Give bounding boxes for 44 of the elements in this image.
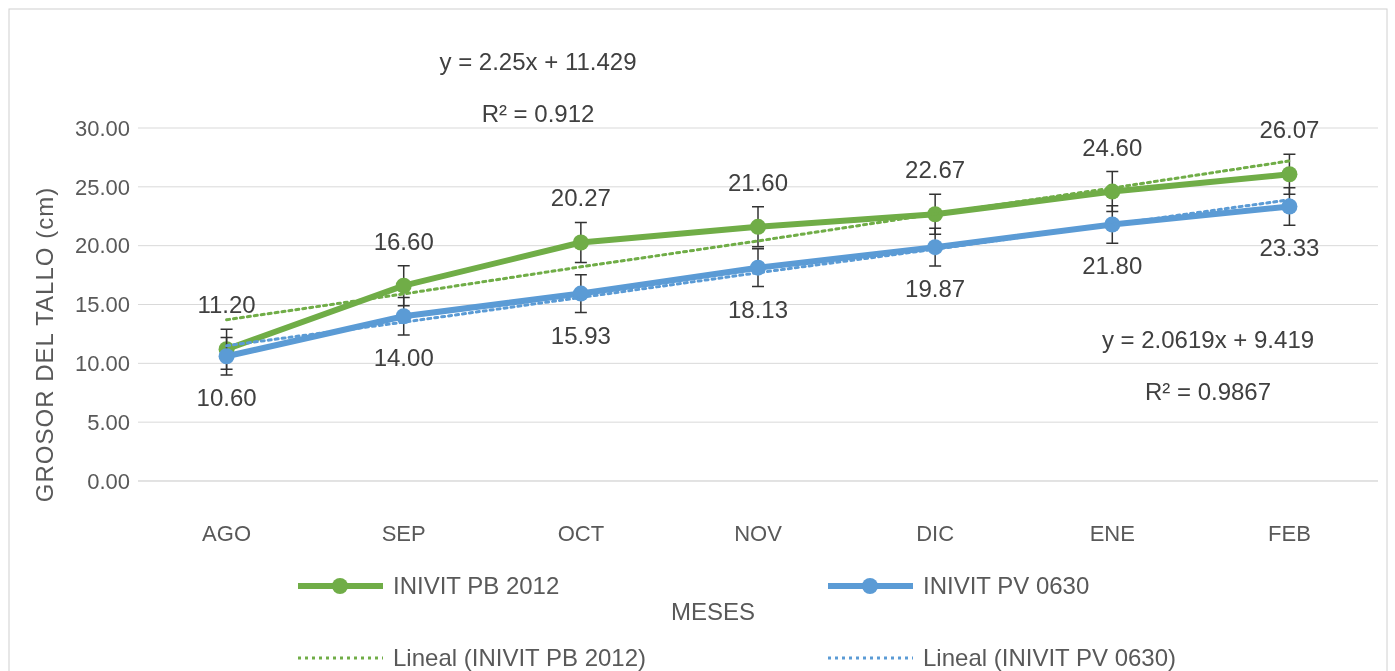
text: y = 2.25x + 11.429 — [439, 48, 637, 75]
annotation: y = 2.0619x + 9.419 — [1101, 326, 1315, 353]
data-label: 14.00 — [373, 344, 434, 372]
y-tick-label: 30.00 — [74, 115, 130, 141]
legend-label: INIVIT PV 0630 — [923, 572, 1090, 600]
x-tick-label: AGO — [202, 521, 252, 546]
x-axis-title: MESES — [670, 598, 756, 625]
x-tick-label: SEP — [381, 521, 426, 546]
x-tick-label: DIC — [916, 521, 955, 546]
data-label: 11.20 — [197, 291, 256, 319]
y-tick-label: 0.00 — [87, 468, 130, 494]
data-label: 18.13 — [727, 295, 789, 323]
y-tick-label: 15.00 — [74, 292, 130, 318]
y-tick-label: 20.00 — [74, 233, 130, 259]
data-label: 16.60 — [373, 227, 434, 255]
data-label: 23.33 — [1259, 234, 1320, 262]
x-tick-label: ENE — [1089, 521, 1135, 546]
annotation: R² = 0.9867 — [1144, 378, 1272, 405]
x-tick-label: OCT — [557, 521, 605, 546]
data-label: 22.67 — [905, 156, 966, 184]
y-tick-label: 25.00 — [74, 174, 130, 200]
data-label: 19.87 — [905, 275, 966, 303]
data-label: 21.60 — [727, 168, 789, 196]
legend-label: Lineal (INIVIT PB 2012) — [393, 644, 647, 671]
x-tick-label: FEB — [1268, 521, 1311, 546]
y-axis-title: GROSOR DEL TALLO (cm) — [31, 186, 58, 503]
y-tick-label: 10.00 — [74, 351, 130, 377]
point — [218, 348, 235, 365]
data-label: 24.60 — [1082, 133, 1143, 161]
data-label: 15.93 — [550, 321, 611, 349]
point — [572, 234, 589, 251]
point — [395, 277, 412, 294]
text: R² = 0.912 — [481, 100, 595, 127]
data-label: 21.80 — [1082, 252, 1143, 280]
point — [750, 218, 766, 235]
x-tick-label: NOV — [734, 521, 783, 546]
legend-label: INIVIT PB 2012 — [393, 572, 560, 600]
data-label: 26.07 — [1259, 116, 1320, 144]
point — [1281, 166, 1298, 183]
data-label: 10.60 — [196, 384, 257, 412]
y-tick-label: 5.00 — [87, 409, 130, 435]
data-label: 20.27 — [550, 184, 611, 212]
legend-label: Lineal (INIVIT PV 0630) — [923, 644, 1177, 671]
point — [1281, 198, 1298, 215]
